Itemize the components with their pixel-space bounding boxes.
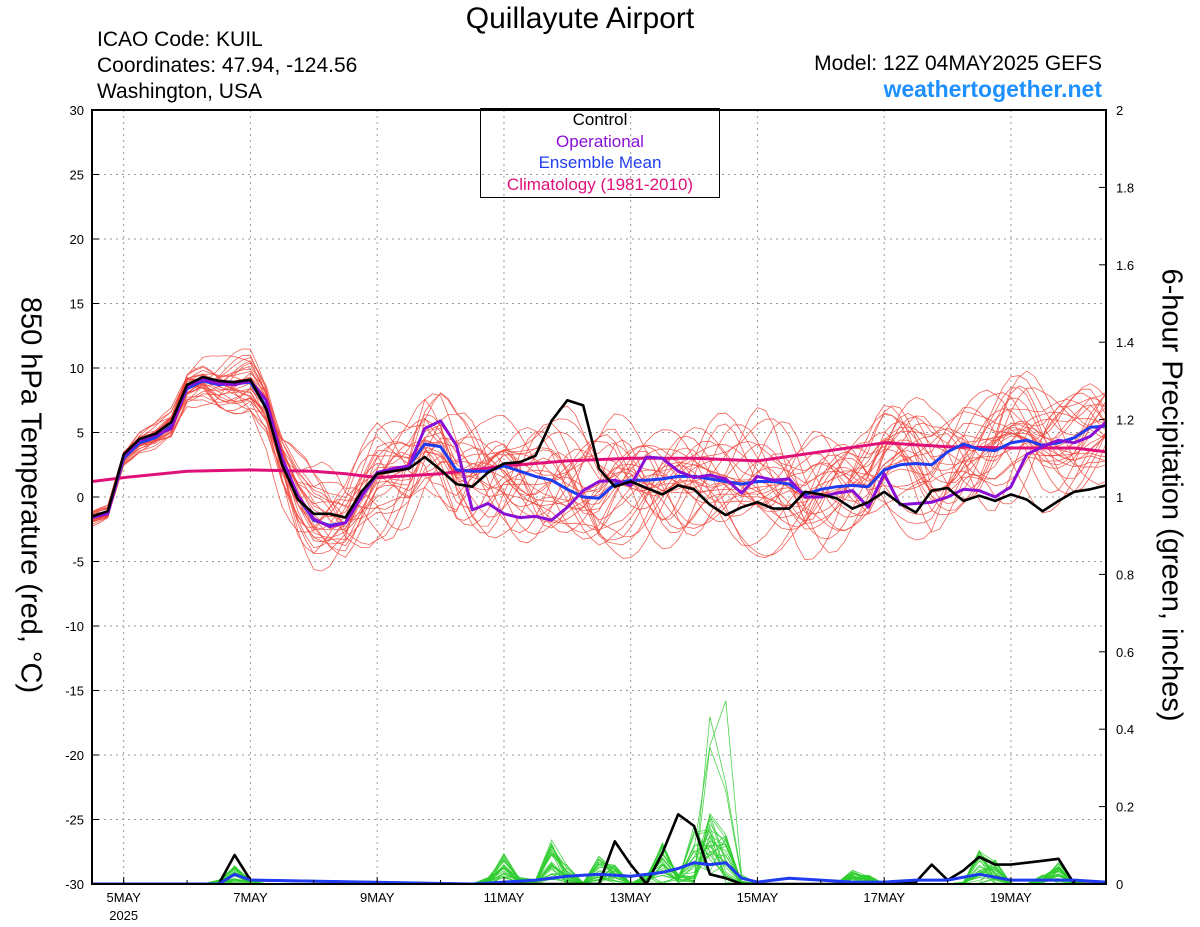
member-precip-line [92,747,1106,884]
member-temp-line [92,373,1106,531]
left-tick-label: 20 [70,232,84,247]
operational-line [92,378,1106,529]
x-tick-sublabel: 2025 [109,908,138,923]
member-temp-line [92,374,1106,528]
x-tick-label: 7MAY [233,890,268,905]
right-tick-label: 2 [1116,103,1123,118]
left-tick-label: 5 [77,426,84,441]
left-tick-label: -15 [65,684,84,699]
x-tick-label: 19MAY [990,890,1032,905]
member-temp-line [92,370,1106,561]
left-tick-label: -25 [65,813,84,828]
legend-operational: Operational [556,131,644,151]
right-tick-label: 1.8 [1116,180,1134,195]
climatology-line [92,441,1106,483]
x-tick-label: 15MAY [737,890,779,905]
member-temp-line [92,366,1106,533]
icao-code: ICAO Code: KUIL [97,28,263,51]
left-tick-label: -5 [72,555,84,570]
left-tick-label: 10 [70,361,84,376]
legend-climatology: Climatology (1981-2010) [506,174,694,194]
member-temp-line [92,369,1106,549]
member-temp-line [92,376,1106,547]
plot-area [92,348,1106,884]
left-tick-label: 30 [70,103,84,118]
member-temp-line [92,354,1106,554]
x-tick-label: 17MAY [863,890,905,905]
site-link[interactable]: weathertogether.net [883,76,1102,102]
x-tick-label: 13MAY [610,890,652,905]
left-tick-label: 15 [70,297,84,312]
right-tick-label: 0.8 [1116,567,1134,582]
member-temp-line [92,365,1106,543]
control-line [92,375,1106,519]
member-temp-line [92,376,1106,558]
x-tick-label: 9MAY [360,890,395,905]
right-tick-label: 1.4 [1116,335,1134,350]
control-precip-line [92,812,1106,884]
model-run: Model: 12Z 04MAY2025 GEFS [814,52,1102,75]
legend: Control Operational Ensemble Mean Climat… [480,108,720,198]
right-tick-label: 1.2 [1116,413,1134,428]
right-tick-label: 0.4 [1116,722,1134,737]
left-tick-label: -10 [65,619,84,634]
right-tick-label: 1.6 [1116,258,1134,273]
left-tick-label: -30 [65,877,84,892]
legend-ensemble-mean: Ensemble Mean [538,153,662,172]
location: Washington, USA [97,80,262,103]
left-tick-label: -20 [65,748,84,763]
legend-control: Control [572,110,628,129]
left-tick-label: 0 [77,490,84,505]
page-title: Quillayute Airport [465,2,695,35]
coordinates: Coordinates: 47.94, -124.56 [97,54,358,77]
x-tick-label: 5MAY [106,890,141,905]
right-tick-label: 1 [1116,490,1123,505]
right-tick-label: 0 [1116,877,1123,892]
right-tick-label: 0.2 [1116,800,1134,815]
left-tick-label: 25 [70,168,84,183]
member-temp-line [92,362,1106,537]
member-temp-line [92,372,1106,531]
x-tick-label: 11MAY [484,890,525,905]
member-temp-line [92,383,1106,547]
right-tick-label: 0.6 [1116,645,1134,660]
member-temp-line [92,373,1106,545]
